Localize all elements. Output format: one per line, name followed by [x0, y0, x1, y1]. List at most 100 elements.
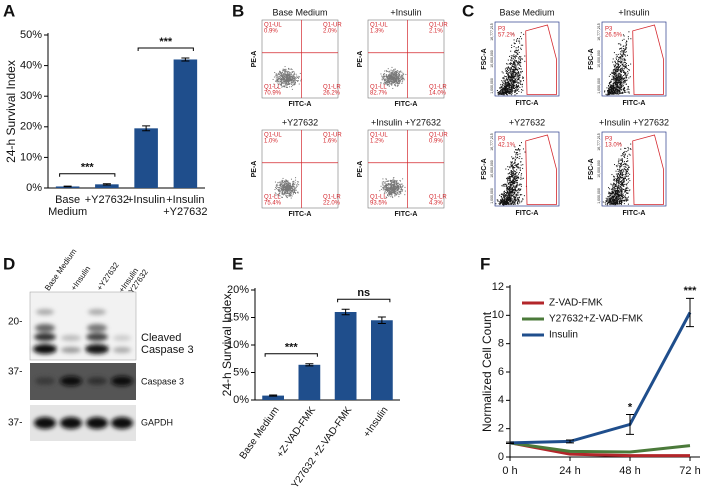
event-dot [514, 70, 515, 71]
event-dot [521, 49, 522, 50]
event-dot [518, 174, 519, 175]
event-dot [518, 76, 519, 77]
event-dot [504, 199, 505, 200]
event-dot [516, 87, 517, 88]
event-dot [514, 161, 515, 162]
event-dot [625, 52, 626, 53]
event-dot [504, 195, 505, 196]
event-dot [515, 156, 516, 157]
event-dot [505, 89, 506, 90]
event-dot [520, 161, 521, 162]
event-dot [625, 153, 626, 154]
event-dot [291, 68, 292, 69]
event-dot [623, 195, 624, 196]
x-tick-label: 24 h [559, 465, 580, 477]
event-dot [396, 194, 397, 195]
event-dot [290, 74, 291, 75]
event-dot [621, 201, 622, 202]
event-dot [622, 158, 623, 159]
event-dot [624, 200, 625, 201]
event-dot [616, 79, 617, 80]
event-dot [618, 159, 619, 160]
event-dot [387, 183, 388, 184]
quadrant-label: 1.0% [264, 139, 278, 145]
event-dot [512, 167, 513, 168]
event-dot [281, 186, 282, 187]
event-dot [293, 75, 294, 76]
event-dot [504, 80, 505, 81]
event-dot [616, 58, 617, 59]
event-dot [620, 83, 621, 84]
event-dot [616, 69, 617, 70]
y-tick-label: 10,000,000 [597, 160, 601, 178]
event-dot [389, 81, 390, 82]
event-dot [287, 197, 288, 198]
event-dot [402, 80, 403, 81]
event-dot [401, 75, 402, 76]
event-dot [616, 182, 617, 183]
significance-label: ns [357, 287, 370, 299]
y-tick-label: 20% [227, 284, 249, 296]
event-dot [612, 86, 613, 87]
event-dot [609, 192, 610, 193]
event-dot [291, 191, 292, 192]
event-dot [396, 190, 397, 191]
y-axis-label: FSC-A [481, 158, 488, 179]
event-dot [504, 76, 505, 77]
event-dot [503, 193, 504, 194]
event-dot [514, 192, 515, 193]
event-dot [288, 75, 289, 76]
event-dot [619, 198, 620, 199]
event-dot [512, 79, 513, 80]
quadrant-label: 93.5% [370, 201, 388, 207]
event-dot [613, 76, 614, 77]
event-dot [610, 194, 611, 195]
event-dot [510, 69, 511, 70]
event-dot [516, 61, 517, 62]
event-dot [620, 79, 621, 80]
event-dot [505, 81, 506, 82]
event-dot [519, 77, 520, 78]
event-dot [295, 77, 296, 78]
event-dot [283, 189, 284, 190]
event-dot [284, 192, 285, 193]
event-dot [300, 73, 301, 74]
event-dot [607, 204, 608, 205]
event-dot [619, 176, 620, 177]
event-dot [507, 83, 508, 84]
event-dot [610, 199, 611, 200]
event-dot [617, 80, 618, 81]
event-dot [502, 203, 503, 204]
event-dot [295, 188, 296, 189]
event-dot [277, 76, 278, 77]
event-dot [497, 199, 498, 200]
event-dot [275, 187, 276, 188]
event-dot [611, 201, 612, 202]
event-dot [613, 195, 614, 196]
event-dot [619, 168, 620, 169]
event-dot [615, 62, 616, 63]
event-dot [502, 199, 503, 200]
event-dot [511, 165, 512, 166]
event-dot [501, 94, 502, 95]
event-dot [623, 34, 624, 35]
event-dot [627, 55, 628, 56]
event-dot [388, 71, 389, 72]
event-dot [399, 75, 400, 76]
event-dot [624, 169, 625, 170]
event-dot [609, 94, 610, 95]
event-dot [522, 59, 523, 60]
event-dot [516, 47, 517, 48]
event-dot [402, 191, 403, 192]
event-dot [619, 58, 620, 59]
event-dot [385, 181, 386, 182]
event-dot [291, 179, 292, 180]
event-dot [623, 48, 624, 49]
event-dot [397, 192, 398, 193]
event-dot [521, 165, 522, 166]
event-dot [287, 72, 288, 73]
event-dot [517, 167, 518, 168]
quadrant-label: 14.0% [429, 91, 447, 97]
event-dot [502, 89, 503, 90]
event-dot [293, 181, 294, 182]
